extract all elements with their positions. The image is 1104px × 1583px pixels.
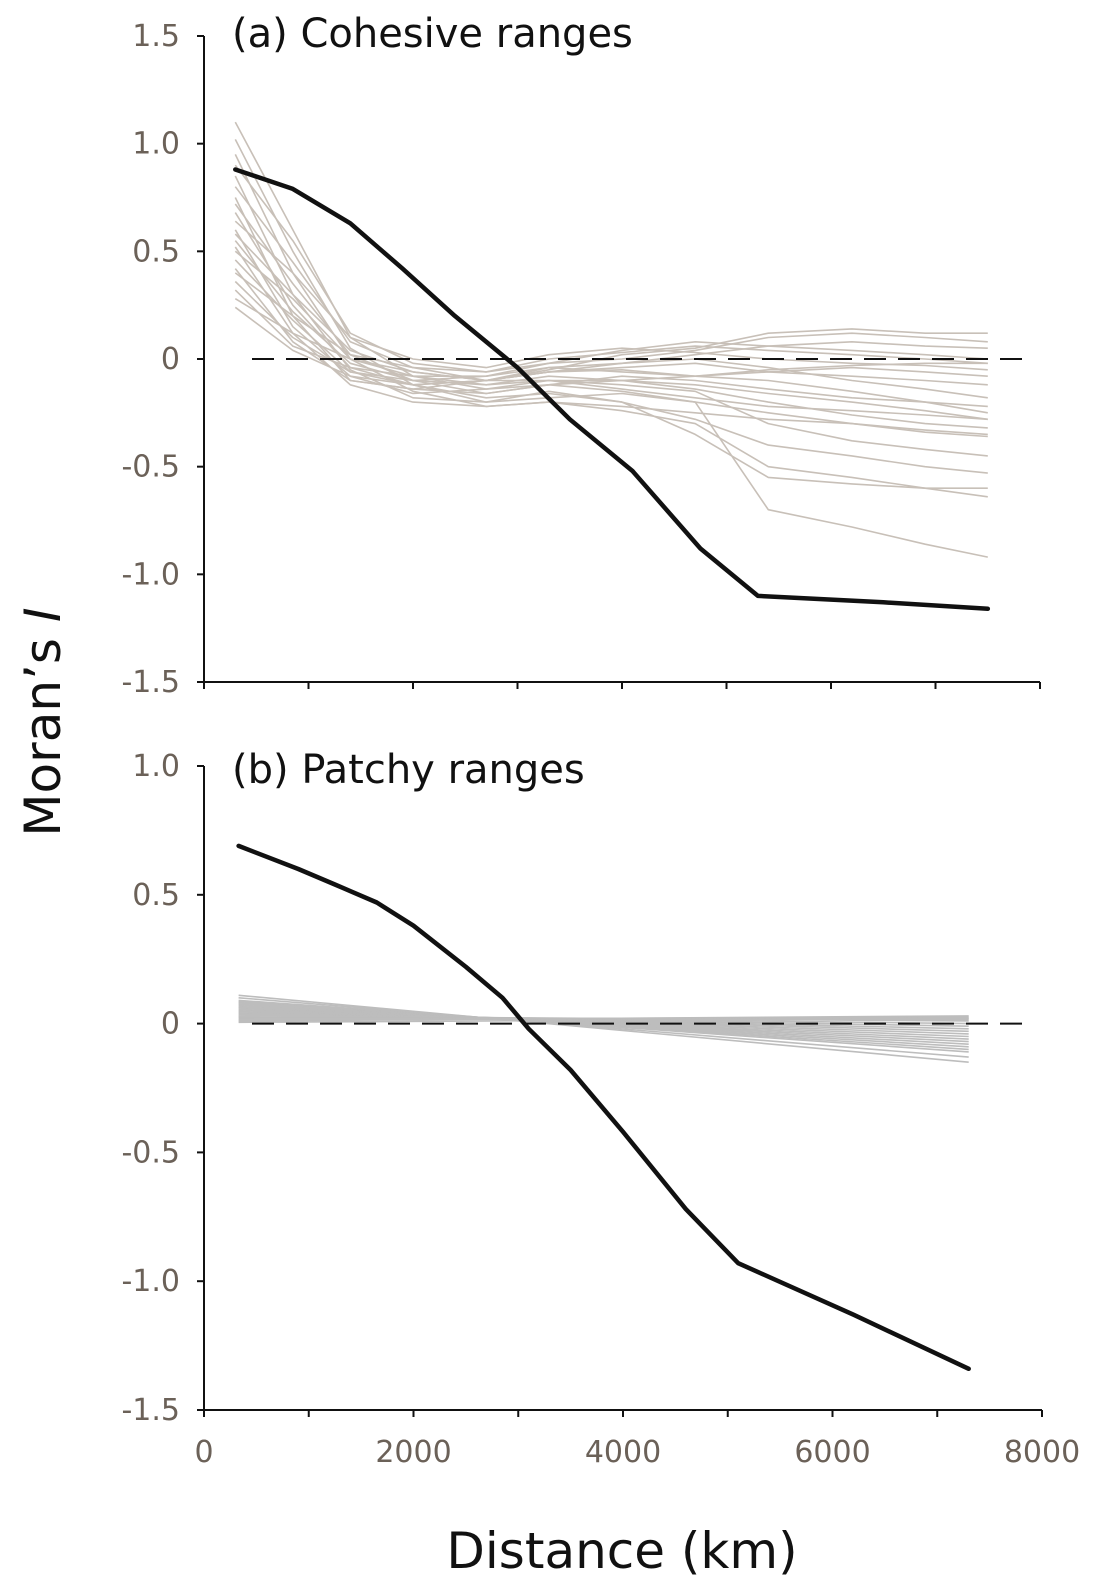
x-tick-label: 6000 bbox=[794, 1435, 870, 1470]
x-axis-title: Distance (km) bbox=[446, 1522, 797, 1580]
x-tick-label: 8000 bbox=[1004, 1435, 1080, 1470]
y-tick-label: 1.0 bbox=[132, 127, 180, 162]
y-axis-title-italic: I bbox=[14, 607, 72, 622]
y-tick-label: 0.5 bbox=[132, 878, 180, 913]
panel-a-null-series-line bbox=[235, 234, 988, 398]
y-tick-label: -1.0 bbox=[121, 557, 180, 592]
y-tick-label: -1.5 bbox=[121, 665, 180, 700]
panel-b-null-lines bbox=[239, 995, 969, 1062]
panel-a-null-series-line bbox=[235, 247, 988, 434]
y-tick-label: -0.5 bbox=[121, 450, 180, 485]
x-tick-label: 2000 bbox=[375, 1435, 451, 1470]
x-tick-label: 4000 bbox=[585, 1435, 661, 1470]
panel-a-title: (a) Cohesive ranges bbox=[232, 11, 633, 57]
y-tick-label: -1.5 bbox=[121, 1393, 180, 1428]
y-tick-label: 0.5 bbox=[132, 234, 180, 269]
y-axis-title: Moran’s I bbox=[14, 607, 72, 836]
panel-b-observed-line bbox=[239, 846, 969, 1369]
y-tick-label: -1.0 bbox=[121, 1264, 180, 1299]
panel-a-observed-line bbox=[235, 170, 988, 609]
y-tick-label: 0 bbox=[161, 1007, 180, 1042]
y-tick-label: 0 bbox=[161, 342, 180, 377]
y-tick-label: 1.5 bbox=[132, 19, 180, 54]
y-tick-label: -0.5 bbox=[121, 1135, 180, 1170]
x-tick-label: 0 bbox=[194, 1435, 213, 1470]
panel-a-null-lines bbox=[235, 122, 988, 557]
panel-a-null-series-line bbox=[235, 154, 988, 496]
y-tick-label: 1.0 bbox=[132, 749, 180, 784]
panel-a-null-series-line bbox=[235, 165, 988, 372]
y-axis-title-main: Moran’s bbox=[14, 622, 72, 836]
panel-b-patchy-ranges: 1.0 0.5 0 -0.5 -1.0 -1.5 0 2000 4000 6000 8000 (b)… bbox=[121, 747, 1080, 1470]
panel-b-title: (b) Patchy ranges bbox=[232, 747, 585, 793]
panel-a-cohesive-ranges: 1.5 1.0 0.5 0 -0.5 -1.0 -1.5 (a) Cohesive rang… bbox=[121, 11, 1040, 700]
